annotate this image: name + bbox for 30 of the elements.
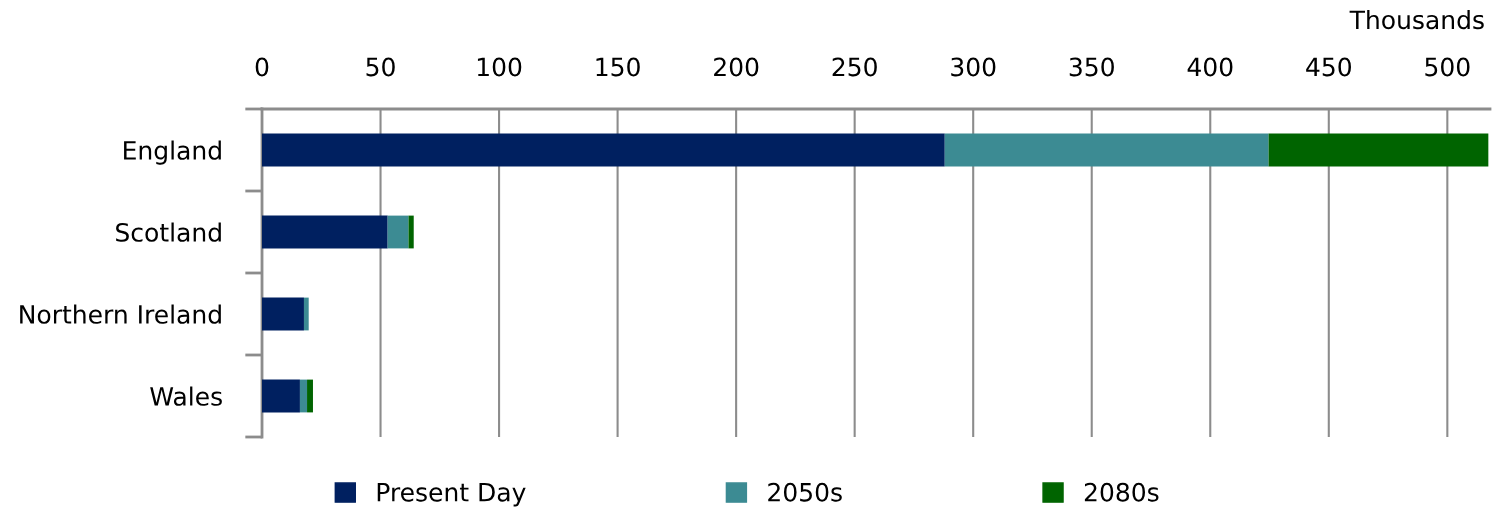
- bar: [262, 297, 304, 331]
- x-tick-label: 300: [951, 57, 996, 77]
- bar: [387, 215, 409, 249]
- x-tick-label: 100: [477, 57, 522, 77]
- y-tick-label: Wales: [150, 386, 222, 406]
- bar: [262, 379, 300, 413]
- x-tick-label: 0: [255, 57, 269, 77]
- bar: [303, 297, 309, 331]
- bar: [1268, 133, 1489, 167]
- x-tick-label: 50: [366, 57, 395, 77]
- legend-label: Present Day: [377, 483, 526, 507]
- x-tick-label: 500: [1425, 57, 1470, 77]
- x-tick-label: 250: [832, 57, 877, 77]
- bar: [262, 133, 945, 167]
- legend-label: 2050s: [768, 482, 842, 502]
- bar: [944, 133, 1269, 167]
- x-tick-label: 200: [714, 57, 759, 77]
- x-tick-label: 350: [1069, 57, 1114, 77]
- x-tick-label: 400: [1187, 57, 1233, 77]
- y-tick-label: Scotland: [116, 222, 221, 242]
- legend-label: 2080s: [1084, 482, 1159, 502]
- bar: [299, 379, 308, 413]
- bar: [408, 215, 414, 249]
- x-axis-title: Thousands: [1349, 9, 1484, 30]
- x-tick-label: 450: [1306, 57, 1351, 77]
- y-tick-label: Northern Ireland: [20, 304, 221, 324]
- bar: [262, 215, 388, 249]
- bar: [307, 379, 313, 413]
- x-tick-label: 150: [596, 57, 640, 77]
- y-tick-label: England: [124, 140, 221, 165]
